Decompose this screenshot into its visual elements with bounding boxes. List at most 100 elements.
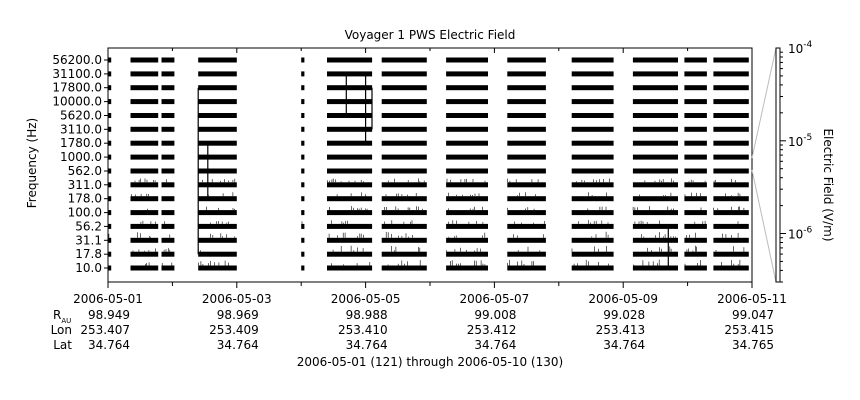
channel-band [713,57,749,63]
ephemeris-value-rau: 99.008 [474,308,516,322]
channel-band [161,251,175,257]
channel-band [301,99,305,105]
channel-band [713,237,749,243]
channel-band [571,154,614,160]
channel-band [632,182,678,188]
channel-band [130,57,159,63]
channel-band [507,99,546,105]
channel-band [713,265,749,271]
x-tick-label: 2006-05-07 [460,292,530,306]
channel-band [571,126,614,132]
ephemeris-value-rau: 99.047 [732,308,774,322]
channel-band [632,237,678,243]
channel-band [632,196,678,202]
channel-band [684,154,707,160]
channel-band [130,168,159,174]
channel-band [571,168,614,174]
channel-band [161,85,175,91]
channel-band [161,210,175,216]
channel-band [381,196,427,202]
colorbar: 10-4 10-5 10-6 [751,40,813,283]
ephemeris-value-lat: 34.764 [474,338,516,352]
ephemeris-value-lon: 253.407 [80,323,130,337]
channel-band [684,126,707,132]
channel-band [507,196,546,202]
channel-band [507,265,546,271]
channel-band [381,99,427,105]
channel-band [684,223,707,229]
channel-band [301,85,305,91]
channel-band [301,237,305,243]
channel-band [632,154,678,160]
colorbar-bar [775,47,781,283]
channel-band [108,265,112,271]
channel-band [713,154,749,160]
channel-band [108,140,112,146]
channel-band [507,223,546,229]
channel-band [327,140,373,146]
data-segment [161,57,175,271]
y-tick-label: 56.2 [75,219,102,233]
channel-band [446,154,488,160]
channel-band [446,196,488,202]
channel-band [130,251,159,257]
ephemeris-value-lon: 253.413 [596,323,646,337]
channel-band [327,113,373,118]
data-segment [446,57,488,271]
channel-band [713,140,749,146]
channel-band [632,168,678,174]
channel-band [108,57,112,63]
channel-band [713,210,749,216]
plot-frame [107,47,753,283]
channel-band [161,223,175,229]
channel-band [327,85,373,91]
channel-band [161,196,175,202]
y-tick-label: 17800.0 [52,81,102,95]
channel-band [684,57,707,63]
ephemeris-value-lon: 253.415 [724,323,774,337]
channel-band [301,71,305,77]
channel-band [507,71,546,77]
channel-band [684,251,707,257]
channel-band [381,182,427,188]
channel-band [327,168,373,174]
y-tick-label: 10.0 [75,261,102,275]
channel-band [571,113,614,118]
channel-band [446,168,488,174]
x-tick-label: 2006-05-09 [588,292,658,306]
channel-band [108,196,112,202]
channel-band [108,251,112,257]
channel-band [327,126,373,132]
row-label-lon: Lon [51,323,72,337]
chart-title: Voyager 1 PWS Electric Field [345,28,516,42]
channel-band [713,126,749,132]
channel-band [198,251,237,257]
ephemeris-value-lon: 253.410 [338,323,388,337]
x-tick-label: 2006-05-05 [331,292,401,306]
channel-band [446,140,488,146]
ephemeris-value-lon: 253.412 [467,323,517,337]
channel-band [381,57,427,63]
channel-band [108,113,112,118]
channel-band [381,154,427,160]
channel-band [327,210,373,216]
channel-band [198,85,237,91]
channel-band [198,237,237,243]
y-tick-label: 178.0 [68,192,102,206]
ephemeris-value-lat: 34.765 [732,338,774,352]
channel-band [571,182,614,188]
channel-band [130,85,159,91]
channel-band [571,210,614,216]
channel-band [130,265,159,271]
channel-band [684,182,707,188]
channel-band [632,57,678,63]
data-segment [130,57,159,271]
data-segment [684,57,707,271]
data-segment [381,57,427,271]
ephemeris-value-lon: 253.409 [209,323,259,337]
channel-band [161,168,175,174]
channel-band [327,99,373,105]
channel-band [130,223,159,229]
channel-band [446,99,488,105]
channel-band [327,196,373,202]
